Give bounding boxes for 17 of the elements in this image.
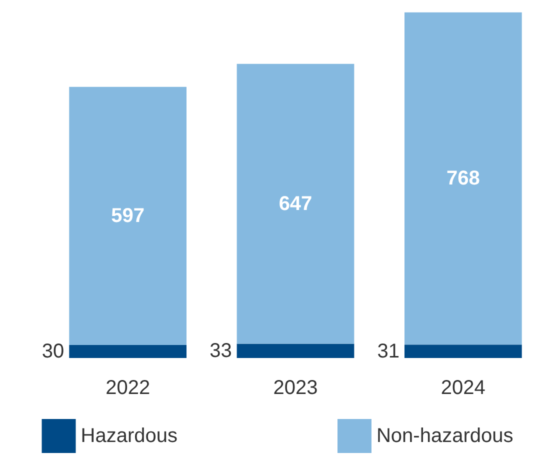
bar [236, 344, 354, 358]
data-label: 768 [446, 168, 480, 190]
data-label: 647 [278, 192, 312, 215]
legend-label: Hazardous [80, 425, 178, 447]
x-tick-label: 2023 [273, 377, 318, 399]
bar [236, 64, 354, 344]
x-tick-label: 2022 [106, 377, 150, 399]
data-label: 30 [42, 340, 64, 363]
legend-label: Non-hazardous [376, 425, 514, 447]
data-label: 31 [377, 340, 400, 362]
bar [69, 86, 187, 346]
data-label: 33 [210, 340, 232, 362]
data-label: 597 [111, 204, 145, 227]
bar [404, 12, 522, 345]
bar [404, 344, 522, 358]
x-tick-label: 2024 [440, 377, 486, 399]
bar [69, 345, 187, 358]
